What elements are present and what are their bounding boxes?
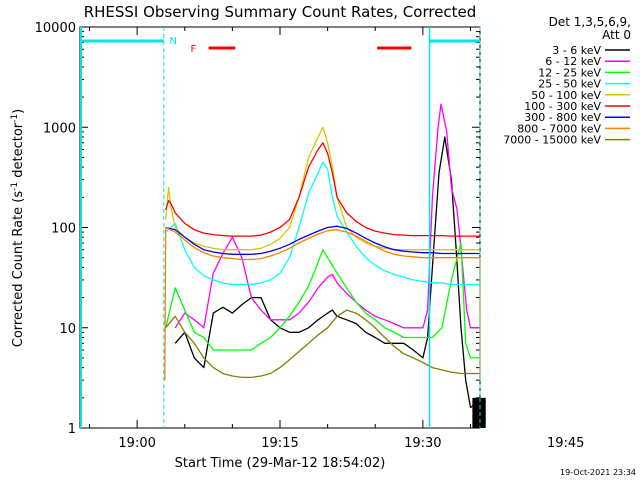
y-axis-label: Corrected Count Rate (s-1 detector-1)	[10, 109, 26, 347]
chart-title: RHESSI Observing Summary Count Rates, Co…	[84, 3, 477, 21]
legend-label-5: 50 - 100 keV	[531, 89, 601, 102]
y-tick-label: 10000	[35, 21, 76, 36]
legend-label-6: 100 - 300 keV	[524, 100, 601, 113]
series-layer	[164, 103, 486, 428]
series-line-6	[165, 142, 480, 237]
low-rate-block	[472, 397, 486, 428]
y-tick-label: 10	[59, 322, 76, 337]
series-line-2	[174, 103, 480, 329]
y-tick-label: 100	[51, 222, 76, 237]
legend-label-9: 7000 - 15000 keV	[503, 134, 601, 147]
legend-label-8: 800 - 7000 keV	[517, 122, 601, 135]
series-line-1	[174, 136, 481, 409]
x-tick-label: 19:30	[404, 436, 441, 451]
series-line-5	[165, 126, 480, 251]
x-tick-label: 19:45	[547, 436, 584, 451]
y-tick-label: 1000	[43, 121, 76, 136]
y-tick-label: 1	[68, 422, 76, 437]
night-label: N	[170, 36, 177, 47]
legend-label-3: 12 - 25 keV	[538, 66, 601, 79]
series-line-4	[165, 161, 480, 286]
legend-header-line-1: Det 1,3,5,6,9,	[549, 15, 631, 29]
legend-label-1: 3 - 6 keV	[552, 44, 601, 57]
x-tick-label: 19:00	[118, 436, 155, 451]
x-axis-label: Start Time (29-Mar-12 18:54:02)	[175, 456, 386, 471]
footer-timestamp: 19-Oct-2021 23:34	[560, 468, 636, 477]
marker-layer: NF	[80, 27, 481, 428]
legend-label-4: 25 - 50 keV	[538, 78, 601, 91]
series-line-7	[165, 225, 480, 255]
legend-label-2: 6 - 12 keV	[545, 55, 601, 68]
y-axis: 1 10 100 1000 10000	[35, 21, 480, 437]
x-tick-label: 19:15	[261, 436, 298, 451]
legend-header-line-2: Att 0	[602, 28, 631, 42]
flare-label: F	[190, 44, 196, 55]
series-line-9	[165, 309, 480, 379]
legend-label-7: 300 - 800 keV	[524, 111, 601, 124]
series-line-3	[165, 242, 480, 359]
series-line-8	[164, 226, 481, 381]
